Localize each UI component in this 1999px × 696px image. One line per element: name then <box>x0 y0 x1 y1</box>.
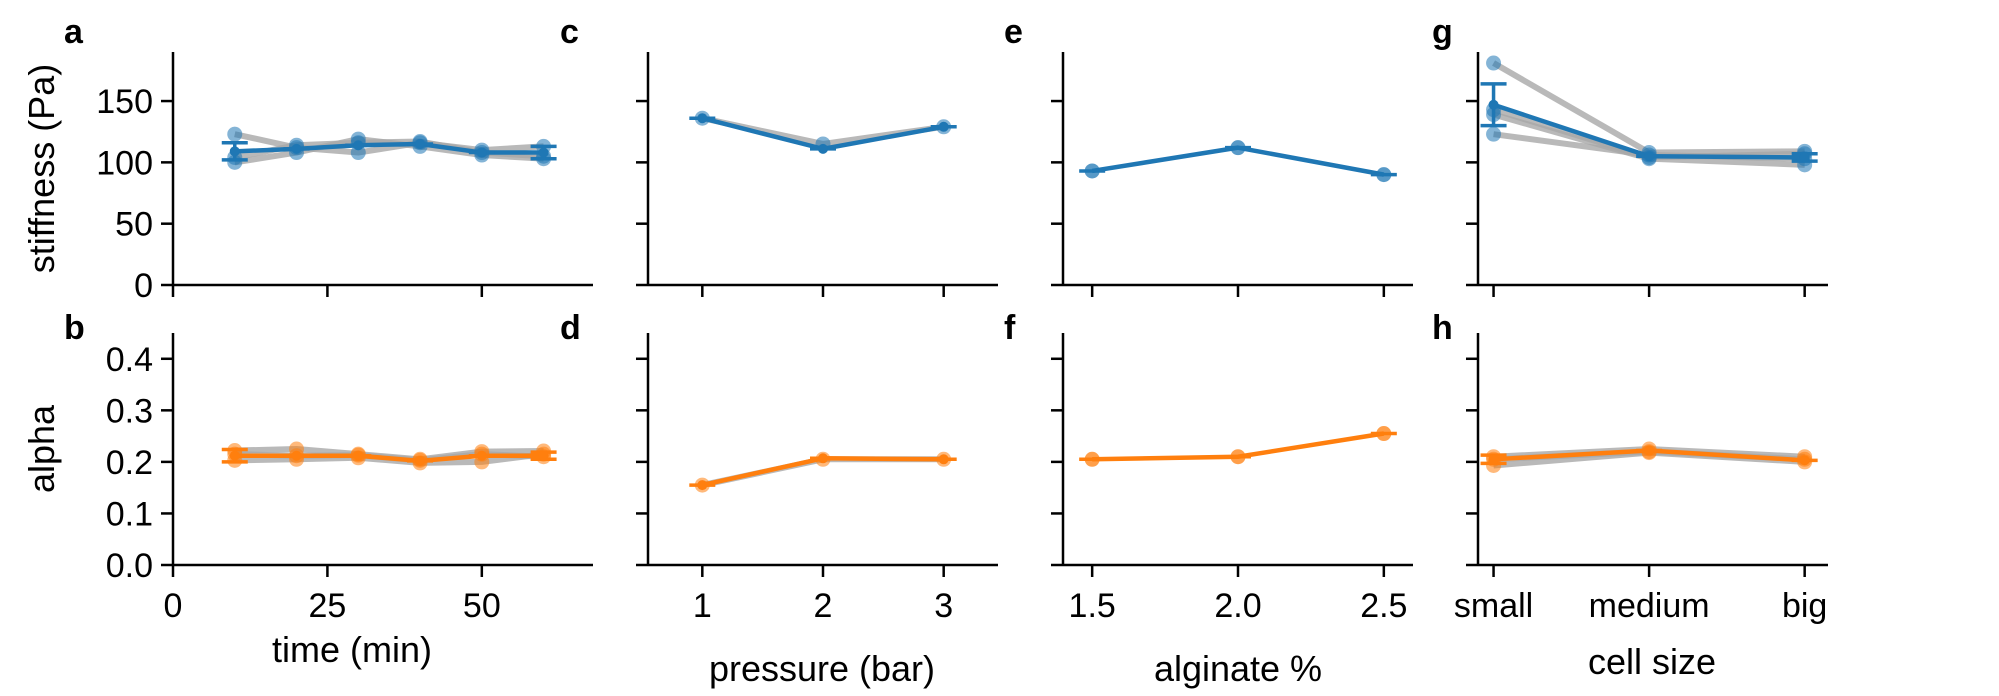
mean-point <box>476 147 487 158</box>
mean-point <box>938 121 949 132</box>
mean-point <box>1644 151 1655 162</box>
mean-point <box>538 147 549 158</box>
y-tick-label-0-1: 0.1 <box>106 495 153 533</box>
x-tick-label-2-0: 2.0 <box>1214 587 1261 625</box>
mean-point <box>1488 99 1499 110</box>
panel-letter-h: h <box>1432 309 1453 347</box>
mean-point <box>415 138 426 149</box>
panel-letter-e: e <box>1004 13 1023 51</box>
y-axis-label-stiffness: stiffness (Pa) <box>21 64 62 273</box>
panel-g: g <box>1432 13 1828 297</box>
mean-point <box>1488 454 1499 465</box>
mean-point <box>1230 449 1246 465</box>
mean-point <box>353 450 364 461</box>
x-tick-label-small: small <box>1454 587 1533 625</box>
mean-point <box>1084 163 1100 179</box>
panel-letter-f: f <box>1004 309 1016 347</box>
mean-point <box>818 453 828 464</box>
panel-f: f 1.5 2.0 2.5 alginate % <box>1004 309 1413 689</box>
x-tick-label-0: 0 <box>164 587 183 625</box>
replicate-point <box>1486 126 1502 142</box>
mean-point <box>1084 451 1100 467</box>
panel-a: a 0 50 100 150 stiffness (Pa) <box>21 13 593 305</box>
y-tick-label-0-3: 0.3 <box>106 392 153 430</box>
x-tick-label-big: big <box>1782 587 1827 625</box>
panel-c: c <box>560 13 998 297</box>
panel-letter-c: c <box>560 13 579 51</box>
mean-point <box>291 143 302 154</box>
y-axis-label-alpha: alpha <box>21 404 62 493</box>
panel-letter-a: a <box>64 13 84 51</box>
x-axis-label-alginate: alginate % <box>1154 648 1322 689</box>
panel-letter-b: b <box>64 309 85 347</box>
mean-point <box>1376 426 1392 442</box>
x-tick-label-medium: medium <box>1589 587 1710 625</box>
mean-point <box>1644 445 1655 456</box>
y-tick-label-0-0: 0.0 <box>106 547 153 585</box>
y-tick-label-100: 100 <box>96 144 153 182</box>
panel-h: h small medium big cell size <box>1432 309 1828 682</box>
mean-point <box>1799 455 1810 466</box>
mean-point <box>229 450 240 461</box>
x-axis-label-cellsize: cell size <box>1588 641 1716 682</box>
x-tick-label-25: 25 <box>308 587 346 625</box>
mean-point <box>291 450 302 461</box>
mean-point <box>697 480 708 491</box>
replicate-point <box>1486 55 1502 71</box>
x-tick-label-50: 50 <box>463 587 501 625</box>
x-axis-label-time: time (min) <box>272 629 432 670</box>
mean-point <box>818 143 828 154</box>
panel-d: d 1 2 3 pressure (bar) <box>560 309 998 689</box>
mean-point <box>1799 152 1810 163</box>
replicate-point <box>227 126 243 142</box>
x-tick-label-3: 3 <box>934 587 953 625</box>
panel-letter-d: d <box>560 309 581 347</box>
x-tick-label-1: 1 <box>693 587 712 625</box>
mean-point <box>1230 140 1246 156</box>
x-tick-label-2-5: 2.5 <box>1360 587 1407 625</box>
x-axis-label-pressure: pressure (bar) <box>709 648 935 689</box>
mean-point <box>938 454 949 465</box>
y-tick-label-150: 150 <box>96 83 153 121</box>
mean-point <box>476 450 487 461</box>
mean-point <box>353 140 364 151</box>
panel-b: b 0.0 0.1 0.2 0.3 0.4 alpha 0 25 50 time (min) <box>21 309 593 670</box>
panel-letter-g: g <box>1432 13 1453 51</box>
mean-point <box>1376 167 1392 183</box>
y-tick-label-50: 50 <box>115 206 153 244</box>
y-tick-label-0-2: 0.2 <box>106 444 153 482</box>
y-tick-label-0: 0 <box>134 267 153 305</box>
panel-e: e <box>1004 13 1413 297</box>
x-tick-label-2: 2 <box>814 587 833 625</box>
x-tick-label-1-5: 1.5 <box>1069 587 1116 625</box>
y-tick-label-0-4: 0.4 <box>106 341 153 379</box>
mean-point <box>229 146 240 157</box>
mean-point <box>697 113 708 124</box>
mean-point <box>415 455 426 466</box>
mean-point <box>538 450 549 461</box>
